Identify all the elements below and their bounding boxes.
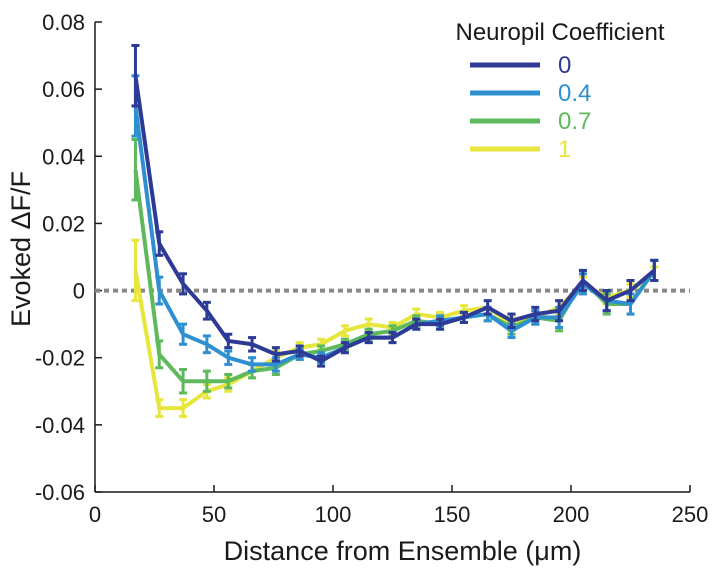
x-tick-label: 250 [672, 502, 709, 527]
x-tick-label: 200 [553, 502, 590, 527]
legend: Neuropil Coefficient 00.40.71 [455, 19, 664, 163]
data-point [157, 289, 161, 293]
data-point [533, 312, 537, 316]
legend-label: 0.7 [558, 108, 591, 135]
data-point [181, 406, 185, 410]
y-tick-label: 0.06 [42, 77, 85, 102]
y-tick-label: -0.04 [35, 413, 85, 438]
data-point [629, 289, 632, 293]
data-point [205, 342, 209, 346]
data-point [298, 349, 302, 353]
data-point [414, 322, 418, 326]
y-tick-label: 0.04 [42, 144, 85, 169]
x-tick-label: 0 [89, 502, 101, 527]
data-point [510, 329, 513, 333]
y-tick-label: -0.02 [35, 346, 85, 371]
data-point [226, 356, 230, 360]
legend-title: Neuropil Coefficient [455, 19, 664, 46]
data-point [462, 315, 466, 319]
x-tick-label: 100 [315, 502, 352, 527]
y-tick-label: 0.08 [42, 10, 85, 35]
legend-label: 0.4 [558, 80, 591, 107]
data-point [205, 379, 209, 383]
data-point [157, 242, 161, 246]
data-point [343, 346, 347, 350]
data-point [343, 329, 347, 333]
data-point [205, 309, 209, 313]
series-0 [131, 44, 659, 368]
data-point [157, 352, 161, 356]
data-point [319, 359, 323, 363]
data-point [510, 319, 513, 323]
axes: -0.06 -0.04 -0.02 0 0.02 0.04 0.06 0.08 0 50 100 15… [35, 10, 709, 527]
series-group [131, 44, 659, 418]
data-point [486, 305, 490, 309]
data-point [605, 299, 609, 303]
data-point [250, 342, 254, 346]
data-point [181, 332, 185, 336]
data-point [391, 336, 394, 340]
data-point [629, 302, 632, 306]
data-point [274, 352, 278, 356]
data-point [157, 406, 161, 410]
data-point [438, 322, 442, 326]
x-tick-label: 50 [202, 502, 226, 527]
series-0-7 [131, 138, 659, 395]
y-tick-label: 0 [73, 279, 85, 304]
data-point [133, 168, 137, 172]
legend-label: 1 [558, 136, 571, 163]
data-point [581, 279, 585, 282]
x-axis-title: Distance from Ensemble (μm) [224, 536, 582, 566]
data-point [274, 362, 278, 366]
data-point [367, 322, 371, 326]
data-point [181, 379, 185, 383]
legend-label: 0 [558, 52, 571, 79]
data-point [133, 268, 137, 272]
data-point [652, 268, 656, 272]
data-point [367, 336, 371, 340]
data-point [226, 339, 230, 343]
y-axis-title: Evoked ΔF/F [6, 171, 36, 327]
data-point [133, 74, 137, 78]
data-point [226, 379, 230, 383]
data-point [181, 282, 185, 286]
data-point [557, 309, 561, 313]
data-point [250, 362, 254, 366]
y-tick-label: 0.02 [42, 211, 85, 236]
y-tick-label: -0.06 [35, 480, 85, 505]
x-tick-label: 150 [434, 502, 471, 527]
